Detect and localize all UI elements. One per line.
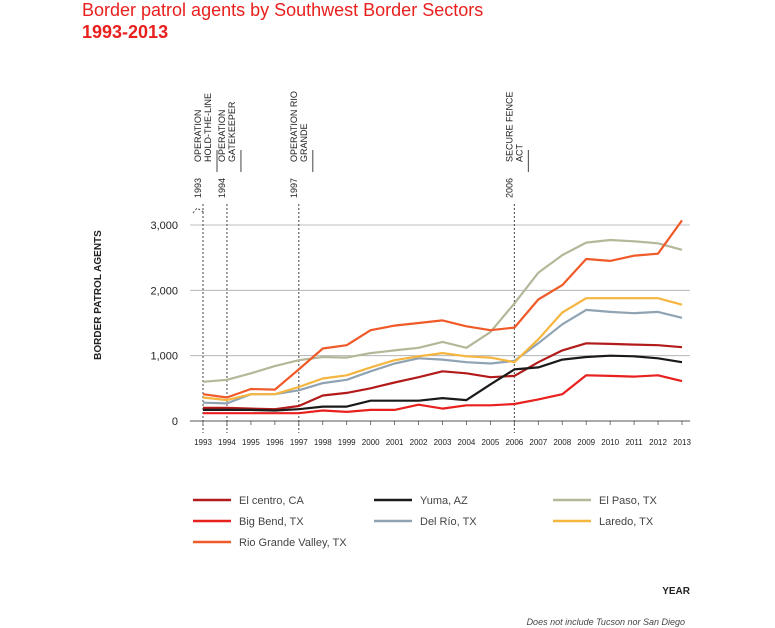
x-tick-label: 2007 — [529, 438, 547, 447]
x-tick-label: 2008 — [553, 438, 571, 447]
x-tick-label: 2011 — [625, 438, 643, 447]
legend-label: El centro, CA — [239, 495, 304, 507]
chart-title: Border patrol agents by Southwest Border… — [82, 0, 484, 20]
x-tick-label: 1999 — [338, 438, 356, 447]
x-tick-label: 1998 — [314, 438, 332, 447]
legend-label: El Paso, TX — [599, 495, 658, 507]
series-line — [203, 354, 683, 412]
x-tick-label: 1993 — [194, 438, 212, 447]
x-tick-label: 2013 — [673, 438, 691, 447]
legend-label: Rio Grande Valley, TX — [239, 537, 347, 549]
y-tick-label: 2,000 — [150, 285, 178, 297]
x-tick-label: 2009 — [577, 438, 595, 447]
annotation-label: GATEKEEPER — [227, 101, 237, 162]
x-axis-label: YEAR — [662, 586, 691, 597]
chart-subtitle: 1993-2013 — [82, 22, 169, 42]
legend-label: Del Río, TX — [420, 516, 477, 528]
annotation-label: GRANDE — [299, 123, 309, 162]
legend-label: Big Bend, TX — [239, 516, 304, 528]
x-tick-label: 2012 — [649, 438, 667, 447]
annotation-label: SECURE FENCE — [504, 91, 514, 162]
legend-label: Laredo, TX — [599, 516, 654, 528]
x-tick-label: 2004 — [458, 438, 476, 447]
y-tick-label: 0 — [172, 416, 178, 428]
x-tick-label: 2000 — [362, 438, 380, 447]
annotation-label: HOLD-THE-LINE — [203, 93, 213, 162]
x-tick-label: 2005 — [482, 438, 500, 447]
x-tick-label: 1997 — [290, 438, 308, 447]
series-line — [203, 374, 683, 415]
annotation-year: 1993 — [193, 178, 203, 198]
annotation-label: OPERATION — [193, 110, 203, 162]
x-tick-label: 2003 — [434, 438, 452, 447]
annotation-label: OPERATION — [217, 110, 227, 162]
annotation-connector — [192, 207, 206, 214]
series-lines — [202, 219, 683, 415]
x-tick-label: 1996 — [266, 438, 284, 447]
x-tick-label: 1995 — [242, 438, 260, 447]
x-tick-label: 2006 — [505, 438, 523, 447]
x-tick-label: 2001 — [386, 438, 404, 447]
series-line — [203, 342, 683, 411]
annotation-label: ACT — [514, 143, 524, 162]
y-tick-label: 1,000 — [150, 351, 178, 363]
gridlines — [190, 224, 690, 422]
y-tick-label: 3,000 — [150, 220, 178, 232]
x-tick-labels: 1993 1994 1995 1996 1997 1998 1999 2000 2001 2002… — [194, 421, 691, 447]
annotation-year: 1994 — [217, 178, 227, 198]
series-line — [202, 219, 683, 399]
series-line — [202, 297, 683, 402]
y-tick-labels: 0 1,000 2,000 3,000 — [150, 220, 178, 428]
series-line — [202, 238, 683, 383]
x-tick-label: 2010 — [601, 438, 619, 447]
annotation-year: 2006 — [504, 178, 514, 198]
x-tick-label: 1994 — [218, 438, 236, 447]
footnote: Does not include Tucson nor San Diego — [526, 617, 685, 627]
legend-label: Yuma, AZ — [420, 495, 468, 507]
annotation-label: OPERATION RIO — [289, 91, 299, 162]
x-tick-label: 2002 — [410, 438, 428, 447]
legend: El centro, CA Yuma, AZ El Paso, TX Big Bend… — [193, 495, 658, 549]
y-axis-label: BORDER PATROL AGENTS — [93, 230, 104, 360]
annotation-year: 1997 — [289, 178, 299, 198]
